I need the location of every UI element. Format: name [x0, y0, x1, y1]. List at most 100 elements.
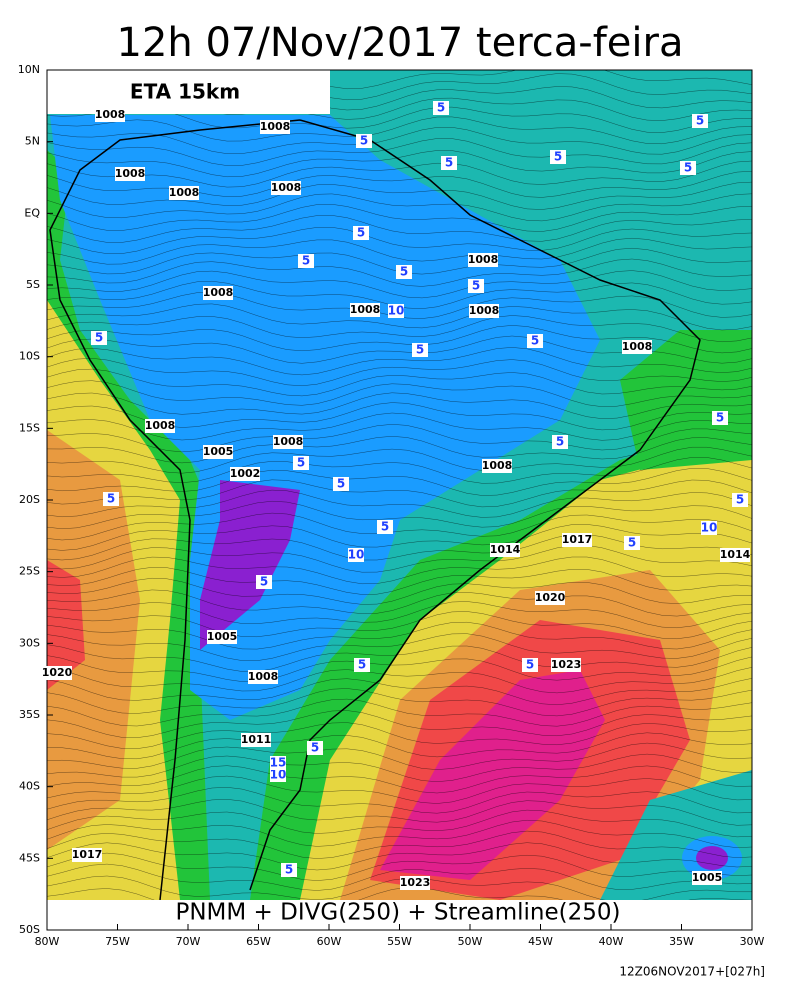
streamline [47, 446, 752, 474]
divergence-label-bg [433, 101, 449, 115]
lat-label: 10S [19, 350, 40, 363]
lat-label: 10N [18, 63, 40, 76]
lon-label: 70W [176, 935, 201, 948]
divergence-label: 5 [107, 492, 115, 506]
divergence-label-bg [270, 768, 286, 782]
divergence-label: 5 [311, 741, 319, 755]
streamline [47, 621, 752, 650]
streamline [47, 468, 752, 496]
lat-label: 40S [19, 780, 40, 793]
streamline [47, 819, 752, 848]
contour-label-bg [95, 108, 125, 122]
streamline [47, 138, 752, 166]
streamline [47, 742, 752, 770]
contour-label: 1005 [203, 445, 234, 458]
streamline [47, 809, 752, 838]
streamline [47, 70, 752, 90]
streamline [47, 799, 752, 826]
streamline [47, 732, 752, 760]
streamline [47, 678, 752, 706]
contour-label: 1008 [95, 108, 126, 121]
lon-label: 30W [740, 935, 765, 948]
streamline [47, 358, 752, 387]
streamline [47, 512, 752, 541]
streamline [47, 863, 752, 891]
divergence-label: 5 [416, 343, 424, 357]
divergence-label: 5 [684, 161, 692, 175]
contour-label: 1011 [241, 733, 272, 746]
contour-label-bg [241, 733, 271, 747]
contour-label-bg [562, 533, 592, 547]
divergence-label-bg [396, 265, 412, 279]
streamline [47, 655, 752, 682]
title: 12h 07/Nov/2017 terca-feira [117, 20, 684, 66]
divergence-label: 5 [337, 477, 345, 491]
streamline [47, 160, 752, 188]
contour-label: 1008 [350, 303, 381, 316]
contour-label-bg [551, 658, 581, 672]
orange-band [47, 430, 140, 850]
contour-label-bg [42, 666, 72, 680]
field [47, 70, 752, 930]
streamline [47, 457, 752, 484]
divergence-label: 5 [556, 435, 564, 449]
contour-label: 1020 [42, 666, 73, 679]
high-core [380, 670, 605, 880]
divergence-label: 5 [472, 279, 480, 293]
contour-label-bg [203, 445, 233, 459]
lat-label: 45S [19, 851, 40, 864]
contour-label-bg [260, 120, 290, 134]
divergence-label-bg [298, 254, 314, 268]
contour-label-bg [230, 467, 260, 481]
streamline [47, 753, 752, 782]
streamline [47, 479, 752, 508]
streamline [47, 830, 752, 859]
divergence-label-bg [333, 477, 349, 491]
contour-label: 1008 [203, 286, 234, 299]
streamline [47, 170, 752, 198]
divergence-label-bg [692, 114, 708, 128]
divergence-label: 5 [437, 101, 445, 115]
divergence-label: 5 [260, 575, 268, 589]
divergence-label: 5 [357, 226, 365, 240]
contour-label: 1008 [169, 186, 200, 199]
divergence-label-bg [91, 331, 107, 345]
contour-label-bg [207, 630, 237, 644]
contour-label-bg [350, 303, 380, 317]
contour-label: 1008 [271, 181, 302, 194]
divergence-label-bg [356, 134, 372, 148]
contour-label: 1008 [115, 167, 146, 180]
divergence-label-bg [377, 520, 393, 534]
divergence-label-bg [441, 156, 457, 170]
contour-label-bg [72, 848, 102, 862]
divergence-label-bg [680, 161, 696, 175]
divergence-label: 15 [270, 756, 287, 770]
divergence-label-bg [550, 150, 566, 164]
lon-label: 65W [246, 935, 271, 948]
streamline [47, 666, 752, 694]
streamline [47, 500, 752, 530]
divergence-label-bg [712, 411, 728, 425]
lon-label: 35W [669, 935, 694, 948]
streamline [47, 633, 752, 661]
divergence-label: 5 [696, 114, 704, 128]
contour-label-bg [273, 435, 303, 449]
contour-label: 1014 [720, 548, 751, 561]
contour-label: 1014 [490, 543, 521, 556]
contour-label: 1005 [692, 871, 723, 884]
divergence-label-bg [293, 456, 309, 470]
divergence-label: 5 [716, 411, 724, 425]
contour-label-bg [622, 340, 652, 354]
streamline [47, 424, 752, 453]
divergence-label: 5 [526, 658, 534, 672]
contour-label-bg [169, 186, 199, 200]
divergence-label: 5 [95, 331, 103, 345]
contour-label-bg [145, 419, 175, 433]
divergence-label: 5 [531, 334, 539, 348]
low-pressure-region [50, 115, 600, 720]
divergence-label: 5 [400, 265, 408, 279]
streamline [47, 380, 752, 407]
divergence-label-bg [281, 863, 297, 877]
